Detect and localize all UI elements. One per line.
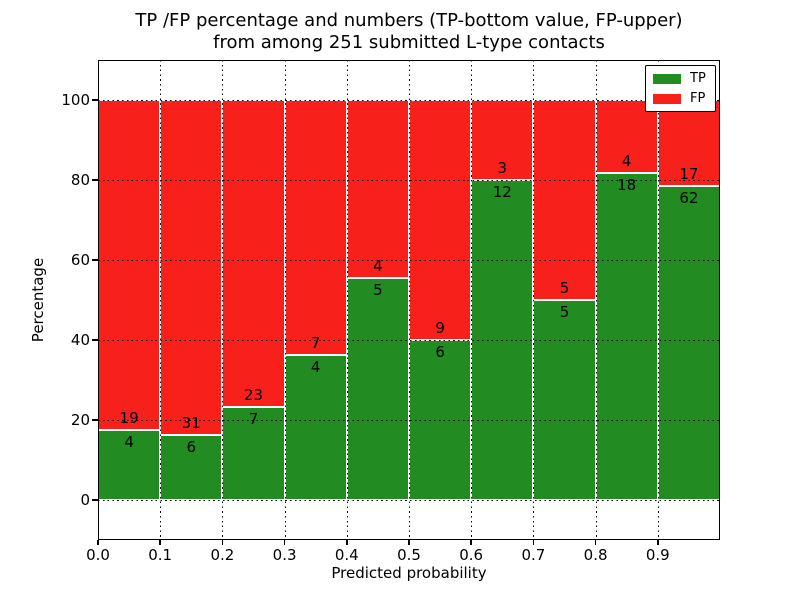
bar-count-label-fp: 7 [310, 333, 321, 352]
bar-segment-fp [409, 100, 472, 340]
gridline-vertical [346, 60, 348, 540]
bar-segment-tp [346, 277, 409, 500]
bar-segment-tp [160, 435, 223, 500]
y-tick-mark [92, 419, 98, 421]
bar-count-label-tp: 5 [559, 303, 570, 321]
x-tick-mark [657, 540, 659, 545]
bar-segment-tp [657, 186, 720, 500]
bar-count-label-tp: 6 [435, 343, 445, 361]
x-tick-label: 0.0 [86, 546, 110, 564]
bar-count-label-tp: 62 [679, 189, 699, 208]
gridline-vertical [160, 60, 162, 540]
chart-title-line1: TP /FP percentage and numbers (TP-bottom… [135, 10, 683, 31]
x-tick-mark [283, 540, 286, 545]
gridline-vertical [471, 60, 473, 540]
bar-count-label-fp: 3 [497, 159, 508, 177]
y-axis-label: Percentage [29, 257, 47, 343]
gridline-vertical [533, 60, 535, 540]
gridline-vertical [222, 60, 224, 540]
legend-swatch-fp [653, 93, 681, 104]
y-tick-mark [92, 499, 98, 501]
legend-item-tp: TP [653, 72, 706, 85]
y-tick-label: 20 [70, 411, 90, 429]
legend-swatch-tp [653, 73, 681, 84]
bar-segment-fp [160, 100, 223, 436]
bar-segment-fp [222, 100, 285, 407]
y-tick-label: 80 [70, 171, 90, 189]
x-tick-label: 0.1 [148, 546, 173, 564]
legend-label-fp: FP [690, 91, 706, 106]
gridline-vertical [657, 60, 659, 540]
y-tick-label: 60 [70, 251, 90, 269]
gridline-vertical [409, 60, 410, 540]
x-tick-label: 0.9 [645, 546, 670, 564]
legend: TP FP [645, 65, 716, 112]
x-tick-label: 0.8 [583, 546, 608, 564]
x-tick-mark [532, 540, 535, 545]
bar-count-label-fp: 31 [181, 414, 201, 433]
bar-segment-tp [98, 430, 161, 500]
x-tick-label: 0.4 [334, 546, 359, 564]
bar-count-label-fp: 9 [435, 319, 445, 337]
bar-segment-tp [595, 172, 658, 500]
plot-area: 19 4 31 6 23 7 7 4 4 5 9 6 3 12 5 5 4 18 17 62 [98, 60, 720, 540]
x-tick-mark [159, 540, 161, 545]
x-tick-label: 0.6 [459, 546, 484, 564]
y-tick-label: 0 [80, 491, 90, 509]
y-tick-mark [92, 339, 98, 341]
bar-count-label-fp: 19 [119, 409, 139, 428]
bar-count-label-tp: 6 [186, 438, 197, 457]
x-tick-mark [470, 540, 472, 545]
bar-count-label-tp: 12 [492, 183, 512, 201]
gridline-vertical [595, 60, 597, 540]
y-tick-label: 100 [61, 91, 90, 109]
bar-count-label-tp: 18 [617, 175, 637, 194]
legend-item-fp: FP [653, 92, 706, 105]
x-tick-mark [408, 540, 410, 545]
bar-count-label-tp: 5 [373, 280, 383, 299]
bar-segment-fp [346, 100, 409, 278]
bar-segment-tp [284, 354, 347, 500]
x-tick-label: 0.2 [210, 546, 235, 564]
y-tick-label: 40 [70, 331, 90, 349]
x-axis-label: Predicted probability [331, 564, 487, 582]
bar-count-label-tp: 4 [124, 433, 134, 452]
legend-label-tp: TP [690, 71, 706, 86]
chart-title: TP /FP percentage and numbers (TP-bottom… [98, 10, 720, 54]
bar-count-label-fp: 5 [559, 279, 570, 297]
x-tick-mark [594, 540, 597, 545]
x-tick-label: 0.3 [272, 546, 297, 564]
bar-count-label-fp: 17 [679, 165, 699, 184]
y-tick-mark [92, 99, 98, 101]
bar-segment-fp [284, 100, 347, 355]
bar-count-label-tp: 7 [248, 409, 259, 428]
bar-count-label-tp: 4 [310, 357, 321, 376]
y-tick-mark [92, 179, 98, 181]
x-tick-mark [221, 540, 224, 545]
chart-title-line2: from among 251 submitted L-type contacts [213, 32, 605, 53]
x-tick-mark [97, 540, 99, 545]
bar-count-label-fp: 23 [243, 385, 264, 404]
y-tick-mark [92, 259, 98, 261]
bar-segment-fp [533, 100, 596, 300]
bar-count-label-fp: 4 [621, 151, 632, 170]
bar-segment-tp [533, 300, 596, 500]
gridline-vertical [284, 60, 286, 540]
bar-count-label-fp: 4 [373, 256, 383, 275]
bar-segment-fp [98, 100, 161, 431]
x-tick-mark [346, 540, 348, 545]
x-tick-label: 0.7 [521, 546, 546, 564]
x-tick-label: 0.5 [397, 546, 421, 564]
